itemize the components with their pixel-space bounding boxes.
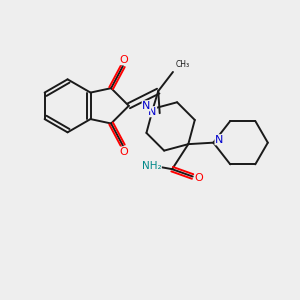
Text: O: O (119, 147, 128, 157)
Text: CH₃: CH₃ (175, 60, 189, 69)
Text: N: N (142, 101, 151, 111)
Text: O: O (119, 55, 128, 64)
Text: O: O (195, 173, 204, 183)
Text: N: N (148, 107, 157, 117)
Text: N: N (215, 135, 224, 145)
Text: NH₂: NH₂ (142, 161, 161, 171)
